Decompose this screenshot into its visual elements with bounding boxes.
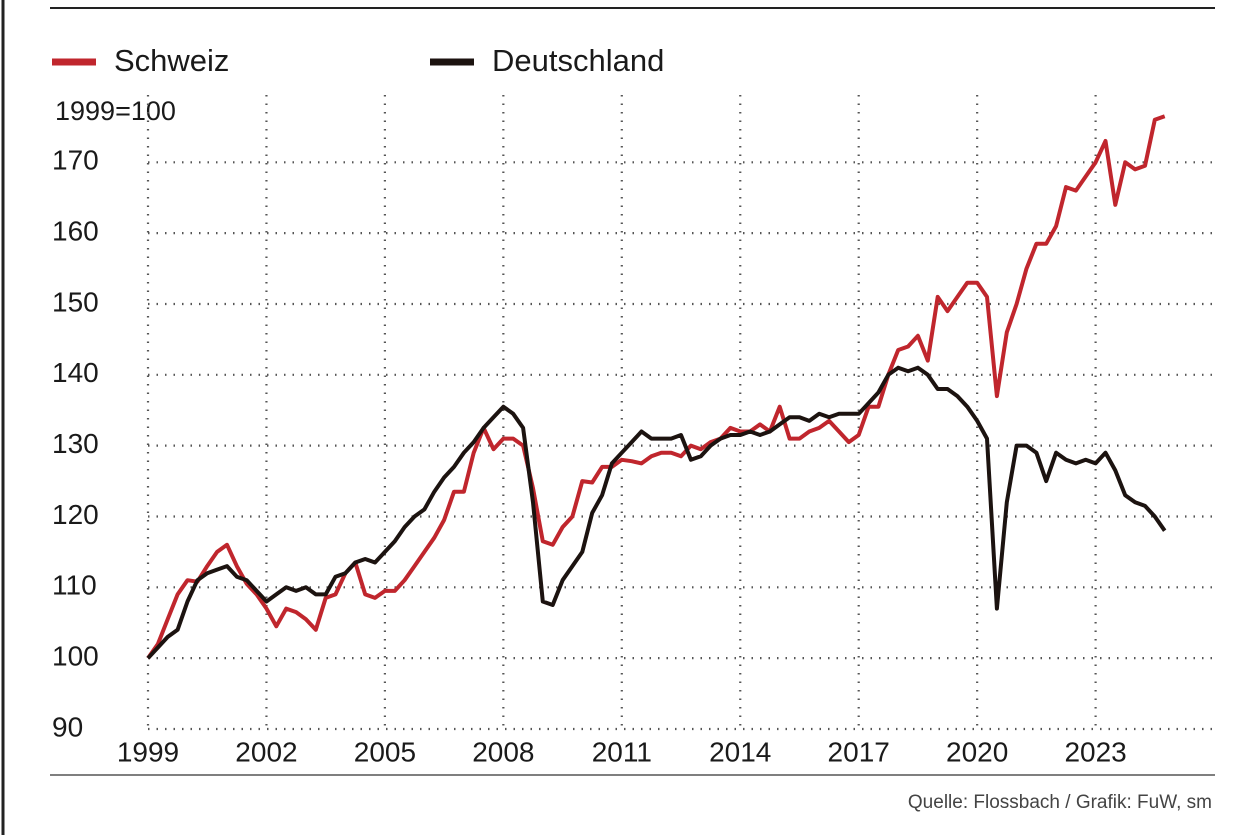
legend-label: Deutschland — [492, 43, 664, 78]
x-tick-label: 2002 — [235, 736, 297, 767]
series-line — [146, 365, 1167, 660]
x-tick-label: 2011 — [592, 736, 652, 767]
y-tick-label: 160 — [52, 216, 99, 247]
x-tick-label: 2008 — [472, 736, 534, 767]
source: Quelle: Flossbach / Grafik: FuW, sm — [908, 792, 1212, 813]
x-tick-label: 2023 — [1064, 736, 1126, 767]
x-tick-label: 2020 — [946, 736, 1008, 767]
y-tick-label: 130 — [52, 428, 99, 459]
y-tick-label: 100 — [52, 641, 99, 672]
y-tick-label: 170 — [52, 145, 99, 176]
y-tick-label: 140 — [52, 357, 99, 388]
y-axis-label: 1999=100 — [55, 96, 176, 126]
y-tick-label: 90 — [52, 711, 83, 742]
y-tick-label: 120 — [52, 499, 99, 530]
legend-label: Schweiz — [114, 43, 229, 78]
x-tick-label: 2017 — [828, 736, 890, 767]
series-line — [146, 114, 1166, 660]
y-tick-label: 150 — [52, 286, 99, 317]
x-tick-label: 2005 — [354, 736, 416, 767]
x-tick-label: 2014 — [709, 736, 771, 767]
y-tick-label: 110 — [52, 570, 97, 601]
x-tick-label: 1999 — [117, 736, 179, 767]
